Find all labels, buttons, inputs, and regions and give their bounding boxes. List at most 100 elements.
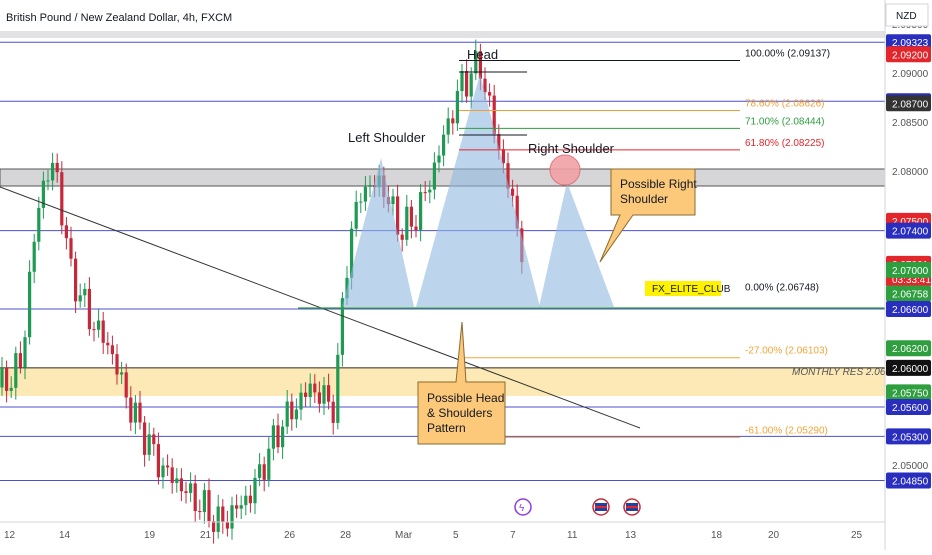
fib-label-3: 61.80% (2.08225) — [745, 138, 825, 149]
candle-body — [469, 73, 473, 97]
price-tag-9[interactable] — [886, 301, 931, 318]
chart-title: British Pound / New Zealand Dollar, 4h, … — [6, 12, 232, 24]
price-tag-3[interactable] — [886, 95, 931, 112]
currency-label: NZD — [896, 11, 917, 22]
candle-body — [419, 192, 423, 230]
candle-body — [147, 434, 151, 455]
candle-body — [290, 401, 294, 420]
right-shoulder-triangle[interactable] — [539, 182, 614, 307]
candle-body — [428, 189, 432, 193]
candle-body — [285, 401, 289, 427]
candle-body — [506, 163, 510, 189]
price-tag-label-15: 2.04850 — [892, 477, 929, 488]
price-tag-13[interactable] — [886, 399, 931, 416]
fib-label-4: 0.00% (2.06748) — [745, 283, 819, 294]
candle-body — [74, 258, 78, 302]
price-tag-label-7: 2.07000 — [892, 266, 929, 277]
candle-body — [221, 506, 225, 523]
candle-body — [294, 409, 298, 420]
candle-body — [64, 225, 68, 239]
price-tag-0[interactable] — [886, 34, 931, 51]
candle-body — [28, 271, 32, 338]
candle-body — [37, 207, 41, 242]
price-tag-label-3: 2.08700 — [892, 99, 929, 110]
candle-body — [161, 465, 165, 478]
candle-body — [133, 402, 137, 423]
candle-body — [110, 345, 114, 355]
price-tag-11[interactable] — [886, 359, 931, 376]
candle-body — [451, 118, 455, 124]
candle-body — [5, 368, 9, 391]
candle-body — [230, 505, 234, 529]
candle-body — [235, 505, 239, 509]
y-tick-3: 2.08000 — [892, 167, 929, 178]
left-shoulder-triangle[interactable] — [342, 158, 414, 307]
candle-body — [363, 186, 367, 202]
candle-body — [179, 478, 183, 492]
candle-body — [317, 392, 321, 404]
candle-body — [152, 434, 156, 445]
price-tag-label-14: 2.05300 — [892, 432, 929, 443]
price-tag-7[interactable] — [886, 261, 931, 278]
candle-body — [41, 180, 45, 208]
lightning-icon[interactable] — [514, 498, 532, 516]
price-tag-8[interactable] — [886, 285, 931, 302]
head-triangle[interactable] — [416, 74, 540, 307]
candle-body — [327, 385, 331, 402]
x-tick-9: 11 — [567, 530, 578, 541]
callout-head-shoulders[interactable] — [417, 321, 506, 445]
candle-body — [120, 372, 124, 375]
candle-body — [23, 337, 27, 368]
candle-body — [202, 490, 206, 513]
candle-body — [350, 228, 354, 278]
candle-body — [32, 241, 36, 272]
y-tick-1: 2.09000 — [892, 69, 929, 80]
x-tick-7: 5 — [453, 530, 459, 541]
candle-body — [446, 118, 450, 135]
candle-body — [175, 478, 179, 483]
price-tag-label-9: 2.06600 — [892, 305, 929, 316]
candle-body — [198, 511, 202, 513]
price-tag-12[interactable] — [886, 384, 931, 401]
candle-body — [460, 71, 464, 92]
x-tick-8: 7 — [510, 530, 516, 541]
candle-body — [497, 134, 501, 150]
candle-body — [299, 392, 303, 410]
candle-body — [143, 422, 147, 455]
y-tick-2: 2.08500 — [892, 118, 929, 129]
x-tick-10: 13 — [625, 530, 637, 541]
candle-body — [492, 95, 496, 135]
club-label: FX_ELITE_CLUB — [652, 284, 731, 295]
monthly-res-label: MONTHLY RES 2.06000 — [792, 367, 902, 378]
price-tag-5[interactable] — [886, 222, 931, 239]
callout-right-shoulder[interactable] — [599, 168, 696, 263]
price-tag-1[interactable] — [886, 46, 931, 63]
candle-body — [483, 78, 487, 93]
candle-body — [239, 505, 243, 509]
candle-body — [212, 521, 216, 532]
left-shoulder-label: Left Shoulder — [348, 130, 426, 145]
candle-body — [515, 195, 519, 229]
candle-body — [87, 288, 91, 330]
price-tag-14[interactable] — [886, 428, 931, 445]
callout-hs-line1: Possible Head — [427, 391, 504, 405]
candle-body — [409, 206, 413, 227]
currency-box[interactable] — [885, 3, 929, 27]
price-tag-15[interactable] — [886, 472, 931, 489]
price-tag-10[interactable] — [886, 340, 931, 357]
x-tick-12: 20 — [768, 530, 780, 541]
x-tick-0: 12 — [4, 530, 16, 541]
price-tag-label-8: 2.06758 — [892, 290, 929, 301]
candle-body — [156, 444, 160, 478]
candle-body — [216, 506, 220, 532]
candle-body — [78, 295, 82, 302]
candle-body — [225, 522, 229, 529]
candle-body — [101, 320, 105, 343]
candle-body — [354, 201, 358, 229]
candle-body — [262, 464, 266, 480]
candle-body — [92, 329, 96, 331]
candle-body — [46, 180, 50, 182]
x-tick-11: 18 — [711, 530, 723, 541]
